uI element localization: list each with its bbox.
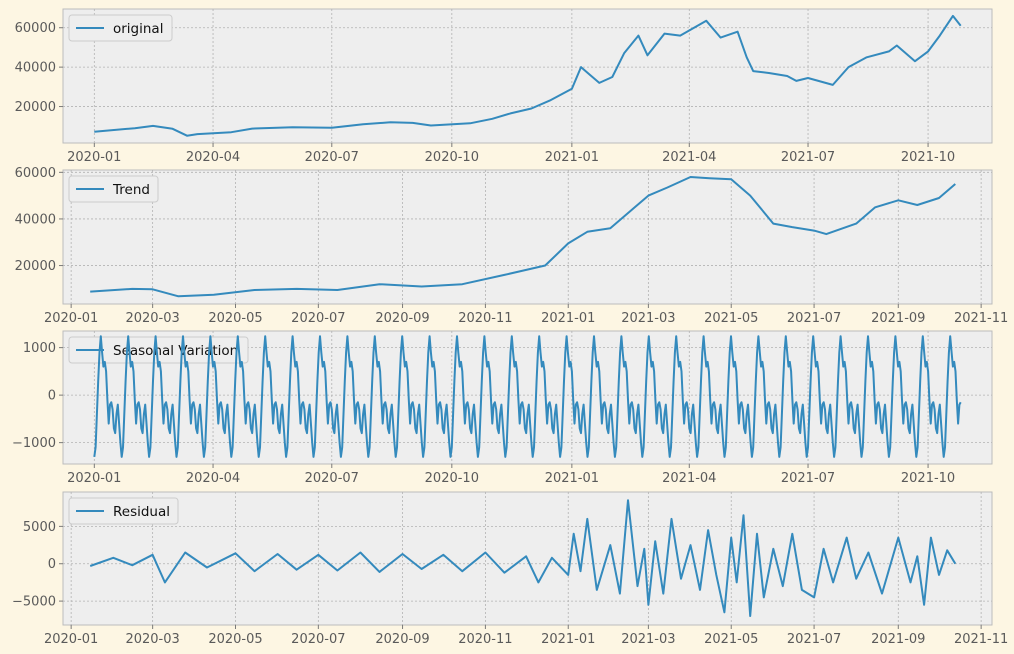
y-tick-label: 60000	[15, 21, 56, 36]
x-tick-label: 2021-10	[901, 471, 955, 486]
legend-label: Residual	[113, 504, 170, 520]
series-line-residual	[89, 499, 957, 617]
x-tick-label: 2020-04	[186, 471, 240, 486]
x-tick-label: 2021-04	[662, 471, 716, 486]
x-tick-label: 2021-01	[545, 150, 599, 165]
x-tick-label: 2021-09	[871, 632, 925, 647]
x-tick-label: 2020-09	[375, 311, 429, 326]
y-tick-label: 0	[48, 389, 56, 404]
panel-original: 2020-01 2020-04 2020-07 2020-10 2021-01 2021-…	[15, 8, 993, 165]
series-line-original	[94, 14, 962, 137]
x-tick-label: 2020-07	[305, 150, 359, 165]
x-tick-label: 2021-11	[954, 311, 1008, 326]
y-tick-label: 5000	[23, 520, 56, 535]
x-tick-label: 2020-01	[44, 311, 98, 326]
x-tick-label: 2020-05	[208, 632, 262, 647]
legend: Residual	[68, 497, 179, 525]
y-tick-label: 40000	[15, 212, 56, 227]
x-tick-label: 2021-07	[781, 150, 835, 165]
y-tick-label: 1000	[23, 341, 56, 356]
x-tick-label: 2021-07	[781, 471, 835, 486]
grid	[63, 170, 992, 304]
x-tick-label: 2020-07	[291, 311, 345, 326]
x-tick-label: 2021-01	[541, 311, 595, 326]
legend-box	[68, 14, 173, 42]
y-tick-label: 0	[48, 557, 56, 572]
x-tick-label: 2020-11	[458, 311, 512, 326]
x-axis: 2020-01 2020-04 2020-07 2020-10 2021-01 2021-…	[67, 143, 955, 165]
x-tick-label: 2020-07	[291, 632, 345, 647]
panel-seasonal: Seasonal Variation 2020-01 2020-04 2020-07…	[12, 330, 993, 486]
y-axis: −1000 0 1000	[12, 341, 63, 451]
legend-box	[68, 175, 159, 203]
y-tick-label: −1000	[12, 436, 56, 451]
x-tick-label: 2021-01	[545, 471, 599, 486]
panel-trend: 2020-01 2020-03 2020-05 2020-07 2020-09 2020-…	[15, 166, 1009, 326]
x-axis: 2020-01 2020-04 2020-07 2020-10 2021-01 2021-…	[67, 464, 955, 486]
x-tick-label: 2021-04	[662, 150, 716, 165]
legend-label: original	[113, 21, 163, 37]
panel-residual: 2020-01 2020-03 2020-05 2020-07 2020-09 2020-…	[12, 491, 1008, 647]
x-axis: 2020-01 2020-03 2020-05 2020-07 2020-09 2020-…	[44, 625, 1008, 647]
x-tick-label: 2021-07	[787, 311, 841, 326]
y-tick-label: 60000	[15, 166, 56, 181]
series-line-trend	[90, 176, 956, 298]
x-tick-label: 2020-03	[125, 311, 179, 326]
x-tick-label: 2021-01	[541, 632, 595, 647]
legend: Trend	[68, 175, 159, 203]
x-tick-label: 2020-10	[425, 150, 479, 165]
x-tick-label: 2021-07	[787, 632, 841, 647]
legend-label: Seasonal Variation	[113, 343, 238, 359]
x-tick-label: 2020-04	[186, 150, 240, 165]
plot-area	[62, 8, 993, 144]
y-tick-label: −5000	[12, 595, 56, 610]
x-tick-label: 2021-10	[901, 150, 955, 165]
x-tick-label: 2021-05	[704, 632, 758, 647]
x-tick-label: 2020-01	[44, 632, 98, 647]
x-tick-label: 2021-03	[621, 632, 675, 647]
x-axis: 2020-01 2020-03 2020-05 2020-07 2020-09 2020-…	[44, 304, 1008, 326]
y-tick-label: 20000	[15, 259, 56, 274]
x-tick-label: 2020-07	[305, 471, 359, 486]
x-tick-label: 2020-09	[375, 632, 429, 647]
y-tick-label: 20000	[15, 100, 56, 115]
series-line-seasonal	[93, 335, 962, 458]
y-axis: 20000 40000 60000	[15, 21, 63, 115]
plot-area	[62, 169, 993, 305]
grid	[63, 492, 992, 625]
x-tick-label: 2020-01	[67, 150, 121, 165]
legend: Seasonal Variation	[68, 336, 249, 364]
x-tick-label: 2021-09	[871, 311, 925, 326]
x-tick-label: 2020-03	[125, 632, 179, 647]
x-tick-label: 2020-10	[425, 471, 479, 486]
y-axis: 20000 40000 60000	[15, 166, 63, 274]
grid	[63, 9, 992, 143]
legend-box	[68, 497, 179, 525]
grid	[63, 331, 992, 464]
y-axis: −5000 0 5000	[12, 520, 63, 610]
x-tick-label: 2021-03	[621, 311, 675, 326]
legend-label: Trend	[112, 182, 150, 198]
x-tick-label: 2020-01	[67, 471, 121, 486]
x-tick-label: 2020-05	[208, 311, 262, 326]
y-tick-label: 40000	[15, 61, 56, 76]
x-tick-label: 2020-11	[458, 632, 512, 647]
legend: original	[68, 14, 173, 42]
x-tick-label: 2021-05	[704, 311, 758, 326]
x-tick-label: 2021-11	[954, 632, 1008, 647]
